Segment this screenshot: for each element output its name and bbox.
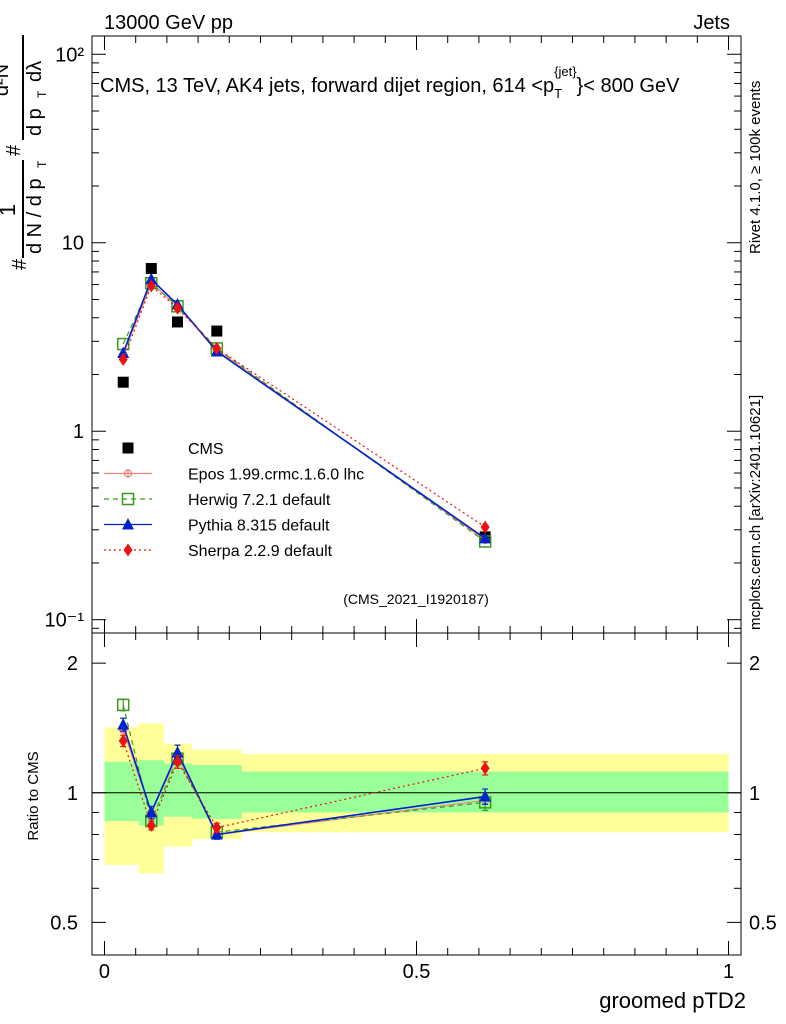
title-prefix: CMS, 13 TeV, AK4 jets, forward dijet reg… (100, 75, 554, 97)
ylabel-t-sub-2: T (35, 90, 49, 98)
ylabel-dlambda: dλ (24, 61, 46, 82)
ratio-point-pythia-0 (117, 718, 130, 730)
legend-label-pythia: Pythia 8.315 default (188, 518, 330, 535)
main-point-sherpa-3 (212, 341, 222, 355)
legend-marker-data (122, 442, 134, 454)
main-point-sherpa-0 (118, 353, 128, 367)
mcplots-reference-label: mcplots.cern.ch [arXiv:2401.10621] (747, 395, 764, 630)
main-point-data-2 (171, 316, 183, 328)
ylabel-one: 1 (0, 204, 20, 216)
main-ytick-label-1: 1 (73, 421, 84, 443)
header-jets-label: Jets (693, 12, 730, 34)
ylabel-dpt: d p (24, 108, 46, 136)
ratio-ytick-label-left-2: 2 (67, 653, 78, 675)
ratio-ytick-label-left-1: 1 (67, 783, 78, 805)
main-marks (116, 263, 492, 548)
main-point-pythia-4 (479, 531, 492, 544)
ratio-point-sherpa-4 (480, 761, 490, 775)
rivet-version-label: Rivet 4.1.0, ≥ 100k events (747, 81, 764, 254)
ratio-y-ticks: 0.5 0.5 1 1 2 2 (50, 653, 777, 934)
main-y-ticks: 10⁻¹ 1 10 10² (45, 44, 741, 632)
ratio-marks (116, 698, 492, 840)
ylabel-dn-dpt: d N / d p (24, 178, 46, 254)
main-point-sherpa-1 (146, 279, 156, 293)
main-x-ticks (103, 36, 730, 633)
ratio-point-sherpa-2 (172, 755, 182, 769)
main-ytick-label-0: 10⁻¹ (45, 610, 85, 632)
legend-label-sherpa: Sherpa 2.2.9 default (188, 543, 333, 560)
ratio-panel: 0.5 0.51 12 2 0 0.5 1 Ratio to CMS groomed pT… (25, 632, 777, 1013)
ratio-band-inner-2 (163, 763, 192, 817)
main-ytick-label-2: 10 (62, 233, 84, 255)
ylabel-d2n: d²N (0, 64, 13, 96)
ratio-xtick-label-2: 1 (723, 961, 734, 983)
ratio-ytick-label-right-1: 1 (749, 783, 760, 805)
ratio-uncertainty-bands (104, 723, 729, 874)
main-y-axis-label: # 1 d N / d p T # d²N d p T dλ (0, 35, 49, 270)
legend-marker-pythia (122, 518, 134, 530)
ylabel-t-sub-1: T (35, 160, 49, 168)
main-ytick-label-3: 10² (55, 44, 84, 66)
title-sub: T (554, 86, 562, 101)
ratio-x-ticks: 0 0.5 1 (99, 633, 734, 983)
main-point-data-1 (145, 263, 157, 275)
legend-label-herwig: Herwig 7.2.1 default (188, 492, 331, 509)
ratio-point-sherpa-3 (212, 821, 222, 835)
title-sup: {jet} (554, 64, 577, 79)
ratio-point-pythia-4 (479, 790, 492, 802)
ratio-xtick-label-0: 0 (99, 961, 110, 983)
watermark-analysis-id: (CMS_2021_I1920187) (343, 591, 489, 607)
title-suffix: }< 800 GeV (577, 75, 681, 97)
main-point-sherpa-4 (480, 520, 490, 534)
ylabel-hash-1: # (9, 258, 31, 270)
ratio-band-inner-3 (191, 765, 242, 819)
ratio-xtick-label-1: 0.5 (403, 961, 431, 983)
header-energy-label: 13000 GeV pp (104, 12, 233, 34)
main-point-pythia-0 (117, 346, 130, 359)
legend: CMS Epos 1.99.crmc.1.6.0 lhc Herwig 7.2.1 … (104, 441, 364, 560)
ratio-line-sherpa (122, 740, 486, 829)
ylabel-hash-2: # (3, 144, 25, 156)
ratio-point-pythia-2 (171, 746, 184, 758)
main-point-data-3 (211, 325, 223, 337)
ratio-point-sherpa-0 (118, 734, 128, 748)
legend-label-epos: Epos 1.99.crmc.1.6.0 lhc (188, 467, 364, 484)
ratio-point-herwig-0 (116, 698, 130, 712)
ratio-ytick-label-left-0: 0.5 (50, 912, 78, 934)
main-point-pythia-1 (145, 272, 158, 285)
ratio-ytick-label-right-2: 2 (749, 653, 760, 675)
main-line-sherpa (122, 284, 486, 528)
main-panel: 10⁻¹ 1 10 10² (CMS_2021_I1920187) CMS, 13 T… (0, 35, 742, 634)
ratio-point-sherpa-1 (146, 818, 156, 832)
ratio-ytick-label-right-0: 0.5 (749, 912, 777, 934)
main-point-data-0 (117, 376, 129, 388)
legend-marker-sherpa (123, 543, 133, 557)
main-point-sherpa-2 (172, 301, 182, 315)
ratio-y-axis-label: Ratio to CMS (25, 751, 42, 840)
ratio-point-pythia-1 (145, 805, 158, 818)
legend-label-data: CMS (188, 441, 224, 458)
x-axis-label: groomed pTD2 (599, 988, 746, 1013)
ratio-band-inner-0 (104, 761, 139, 821)
legend-marker-herwig (121, 492, 135, 506)
chart-title: CMS, 13 TeV, AK4 jets, forward dijet reg… (100, 64, 680, 101)
